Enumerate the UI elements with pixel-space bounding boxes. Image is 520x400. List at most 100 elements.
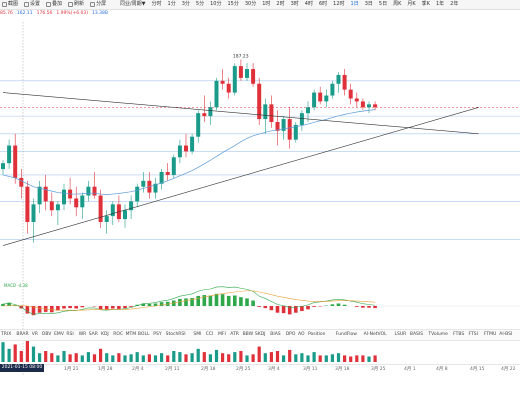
candle: [232, 63, 237, 96]
macd-histogram-bar: [74, 306, 78, 309]
toolbar-button-3[interactable]: 刷新: [66, 0, 86, 9]
candle: [263, 98, 268, 134]
indicator-tab[interactable]: AI-BSI: [499, 332, 513, 337]
refresh-icon: [68, 2, 74, 7]
candle: [275, 110, 280, 146]
indicator-tab[interactable]: BOLL: [137, 332, 150, 337]
period-option[interactable]: 月K: [407, 1, 416, 7]
indicator-tab[interactable]: SKDJ: [254, 332, 266, 337]
macd-histogram-bar: [239, 297, 243, 306]
volume-bar: [25, 340, 29, 362]
indicator-tab[interactable]: StochRSI: [165, 332, 186, 337]
info-value: 85.76: [0, 11, 13, 16]
period-option[interactable]: 15分: [227, 1, 239, 7]
volume-bar: [196, 348, 200, 362]
period-option[interactable]: 12时: [333, 1, 345, 7]
period-option[interactable]: 10分: [210, 1, 222, 7]
toolbar-button-0[interactable]: 截图: [0, 0, 20, 9]
indicator-tab[interactable]: EMV: [54, 332, 64, 337]
period-option[interactable]: 5分: [195, 1, 205, 7]
volume-bar: [367, 356, 371, 362]
volume-bar: [208, 354, 212, 362]
indicator-tab[interactable]: BIAS: [270, 332, 281, 337]
macd-histogram-bar: [25, 306, 30, 314]
period-option[interactable]: 2时: [276, 1, 285, 7]
indicator-tab[interactable]: KDJ: [101, 332, 109, 337]
period-option[interactable]: 3分: [181, 1, 190, 7]
indicator-tab[interactable]: BASIS: [409, 332, 424, 337]
volume-bar: [50, 353, 54, 362]
date-tick: 4月 1: [404, 367, 416, 372]
indicator-tab[interactable]: VR: [31, 332, 39, 337]
indicator-tab[interactable]: OBV: [41, 332, 52, 337]
candle: [159, 169, 164, 190]
indicator-tab[interactable]: FTMU: [483, 332, 497, 337]
indicator-tab[interactable]: BRAR: [16, 332, 29, 337]
indicator-tab[interactable]: WR: [78, 332, 87, 337]
period-option[interactable]: 1年: [435, 1, 445, 7]
candle: [98, 189, 103, 228]
toolbar-button-4[interactable]: 分屏: [88, 0, 108, 9]
indicator-tab[interactable]: AI-NetVOL: [363, 332, 387, 337]
candle: [147, 172, 152, 199]
macd-histogram-bar: [147, 303, 152, 306]
trendline: [2, 92, 479, 135]
volume-bar: [56, 355, 60, 362]
candle: [55, 201, 60, 225]
period-option[interactable]: 同业/周期▼: [120, 1, 146, 7]
period-option[interactable]: 1时: [262, 1, 271, 7]
indicator-tab[interactable]: SAR: [88, 332, 98, 337]
indicator-tab[interactable]: ROC: [113, 332, 124, 337]
macd-histogram-bar: [245, 298, 249, 306]
indicator-tab[interactable]: ATR: [230, 332, 239, 337]
period-option[interactable]: 30分: [244, 1, 257, 7]
candle: [110, 201, 115, 225]
indicator-tab[interactable]: BBW: [242, 332, 254, 337]
volume-bar: [31, 346, 36, 362]
period-option[interactable]: 6时: [318, 1, 328, 7]
indicator-tab[interactable]: FundFlow: [335, 332, 357, 337]
indicator-tab[interactable]: SMI: [193, 332, 202, 337]
indicator-tab[interactable]: MTM: [125, 332, 137, 337]
toolbar-button-1[interactable]: 设置: [22, 0, 42, 9]
macd-histogram-bar: [306, 306, 310, 310]
period-option[interactable]: 4时: [304, 1, 313, 7]
toolbar-button-2[interactable]: 叠加: [44, 0, 64, 9]
period-option[interactable]: 5日: [378, 1, 388, 7]
volume-bar: [92, 354, 97, 362]
period-option[interactable]: 季K: [421, 1, 430, 7]
period-option[interactable]: 分时: [151, 1, 162, 7]
macd-histogram-bar: [251, 300, 255, 306]
indicator-tab[interactable]: FTBS: [453, 332, 465, 337]
indicator-tab[interactable]: DPO: [285, 332, 296, 337]
indicator-tab[interactable]: AO: [298, 332, 305, 337]
indicator-tab[interactable]: RSI: [66, 332, 74, 337]
candle: [293, 122, 298, 143]
volume-bar: [7, 348, 11, 362]
macd-histogram-bar: [269, 306, 274, 311]
macd-histogram-bar: [104, 306, 109, 310]
indicator-tab[interactable]: LSUR: [394, 332, 407, 337]
period-selector: 同业/周期▼ 分时 1分 3分 5分 10分 15分 30分 1时 2时 3时 4时 6时 12时 1日 3日…: [118, 0, 460, 9]
candle: [251, 63, 256, 87]
indicator-tab[interactable]: CCI: [205, 332, 214, 337]
indicator-tab[interactable]: MFI: [218, 332, 226, 337]
candle: [299, 110, 304, 131]
indicator-tab[interactable]: TRIX: [1, 332, 12, 337]
macd-histogram-bar: [367, 306, 371, 308]
period-option[interactable]: 3时: [290, 1, 299, 7]
indicator-tab[interactable]: TVolume: [428, 332, 448, 337]
period-option[interactable]: 1日: [350, 1, 359, 7]
period-option[interactable]: 2年: [450, 1, 459, 7]
period-option[interactable]: 1分: [167, 1, 176, 7]
period-option[interactable]: 周K: [393, 1, 402, 7]
candle: [196, 110, 201, 143]
volume-bar: [269, 352, 273, 362]
indicator-tab[interactable]: Position: [308, 332, 326, 337]
period-option[interactable]: 3日: [364, 1, 373, 7]
indicator-tab[interactable]: PSY: [153, 332, 162, 337]
candle: [129, 195, 134, 220]
indicator-tab[interactable]: FTSI: [468, 332, 478, 337]
